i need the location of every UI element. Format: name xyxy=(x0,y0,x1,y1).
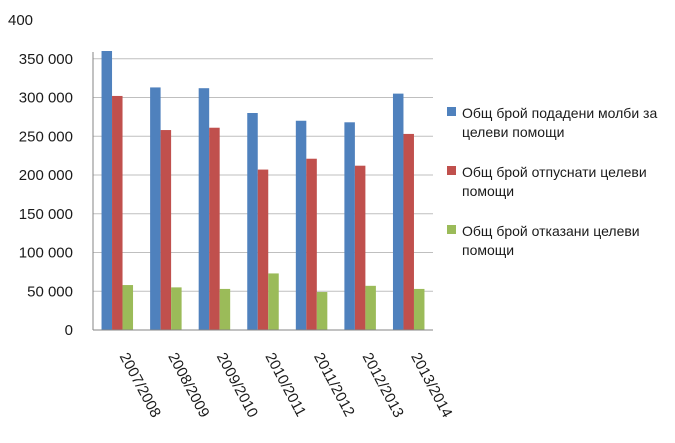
bar xyxy=(160,130,172,330)
x-axis-ticks: 2007/2008 2008/2009 2009/2010 2010/2011 2011… xyxy=(116,350,456,421)
y-tick-label: 50 000 xyxy=(27,283,73,300)
bar xyxy=(268,273,279,330)
bar xyxy=(344,122,355,330)
y-tick-label: 400 xyxy=(8,12,33,29)
x-tick-label: 2009/2010 xyxy=(213,350,261,421)
bars xyxy=(101,51,425,330)
y-tick-label: 350 000 xyxy=(19,51,73,68)
bar xyxy=(150,87,161,330)
x-tick-label: 2013/2014 xyxy=(407,350,455,421)
y-axis-ticks: 0 50 000 100 000 150 000 200 000 250 000 300 0… xyxy=(8,12,73,339)
legend-label: Общ брой подадени молби за целеви помощи xyxy=(462,105,657,140)
bar xyxy=(306,158,317,330)
bar xyxy=(247,113,258,330)
legend-label-line: помощи xyxy=(462,183,514,199)
x-tick-label: 2011/2012 xyxy=(310,350,358,420)
x-tick-label: 2012/2013 xyxy=(359,350,407,421)
legend-swatch xyxy=(447,166,456,175)
legend-swatch xyxy=(447,107,456,116)
y-tick-label: 100 000 xyxy=(19,245,73,262)
bar xyxy=(354,165,366,330)
y-tick-label: 150 000 xyxy=(19,206,73,223)
bar xyxy=(219,288,231,330)
legend-label-line: Общ брой отпуснати целеви xyxy=(462,164,647,180)
bar xyxy=(392,93,404,330)
bar xyxy=(257,169,269,330)
bar xyxy=(316,292,328,330)
legend-swatch xyxy=(447,225,456,234)
bar xyxy=(171,287,182,330)
bar xyxy=(209,127,220,330)
bar xyxy=(101,51,113,330)
y-tick-label: 250 000 xyxy=(19,128,73,145)
legend: Общ брой подадени молби за целеви помощиО… xyxy=(447,105,657,258)
x-tick-label: 2010/2011 xyxy=(261,350,309,420)
legend-label-line: Общ брой подадени молби за xyxy=(462,105,657,121)
y-tick-label: 300 000 xyxy=(19,90,73,107)
legend-label-line: помощи xyxy=(462,242,514,258)
legend-label-line: целеви помощи xyxy=(462,124,564,140)
legend-label: Общ брой отпуснати целеви помощи xyxy=(462,164,647,199)
bar xyxy=(365,285,376,330)
y-tick-label: 200 000 xyxy=(19,167,73,184)
bar xyxy=(403,133,414,330)
y-tick-label: 0 xyxy=(65,322,73,339)
bar xyxy=(413,288,425,330)
legend-label: Общ брой отказани целеви помощи xyxy=(462,223,640,258)
bar xyxy=(295,120,307,330)
x-tick-label: 2008/2009 xyxy=(164,350,212,421)
legend-label-line: Общ брой отказани целеви xyxy=(462,223,640,239)
bar xyxy=(122,285,134,330)
x-tick-label: 2007/2008 xyxy=(116,350,164,421)
bar xyxy=(112,95,123,330)
bar xyxy=(198,88,210,330)
